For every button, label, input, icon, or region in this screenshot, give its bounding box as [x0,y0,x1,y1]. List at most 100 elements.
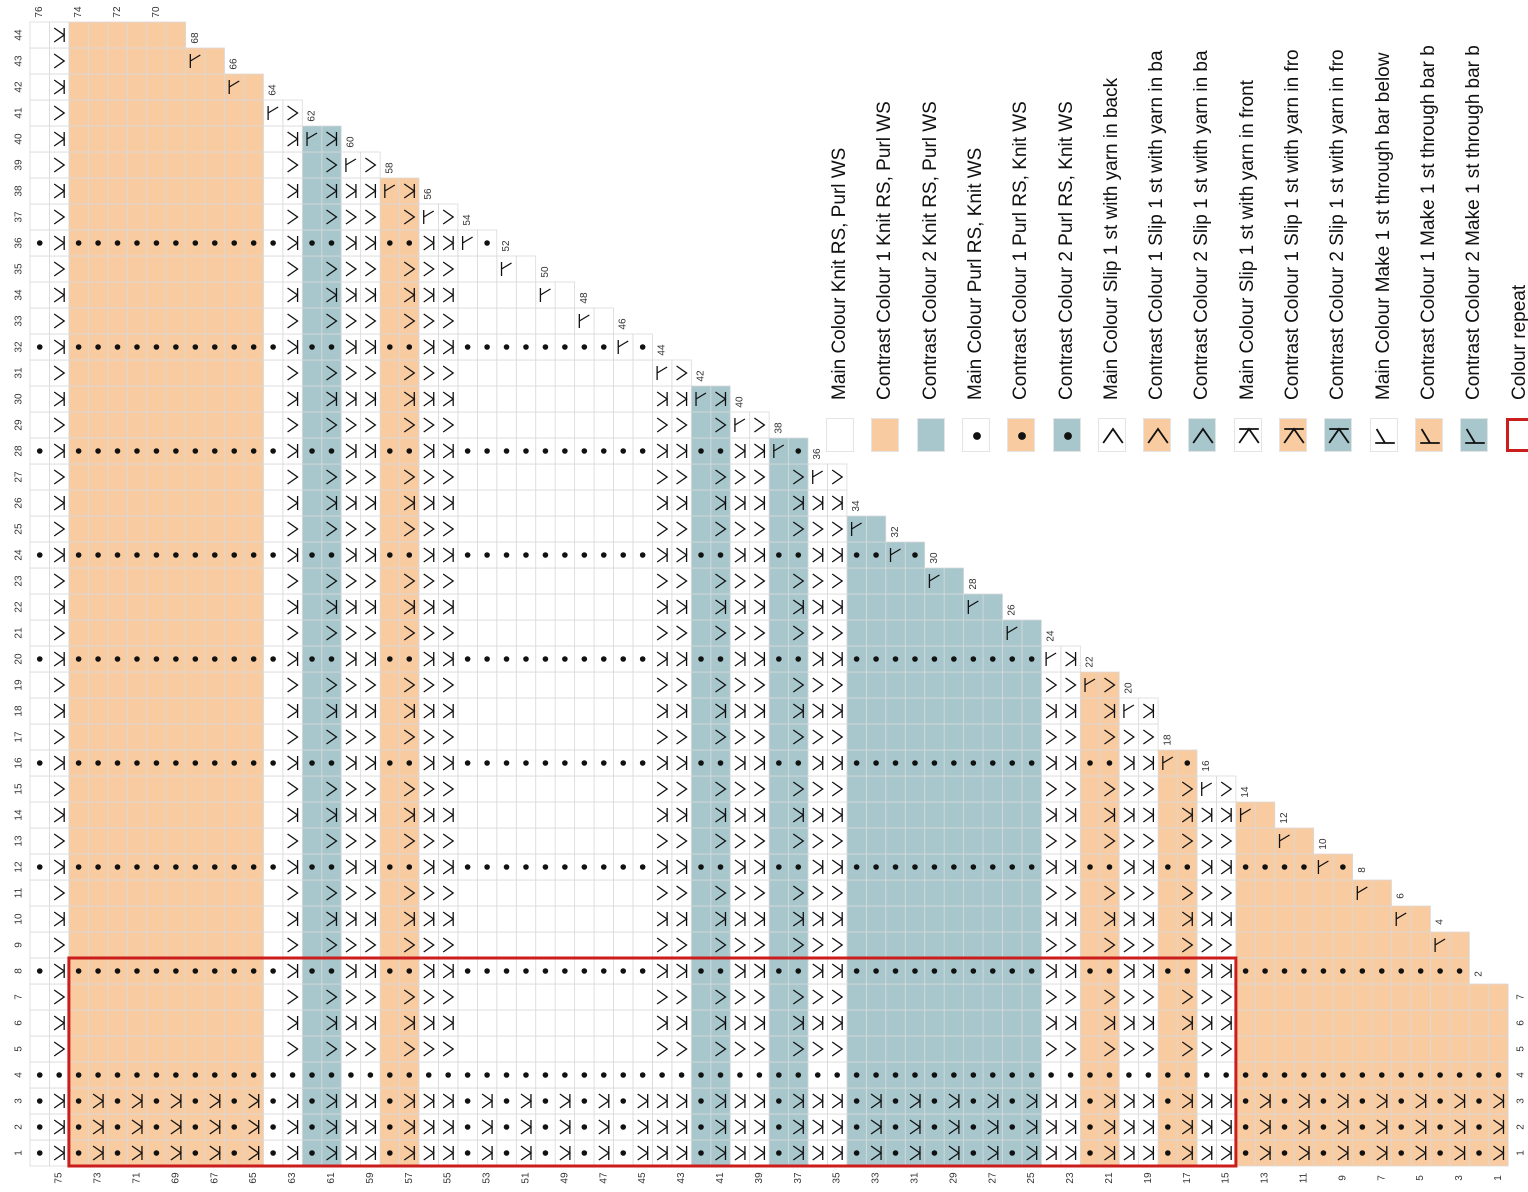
purl-dot [211,448,218,454]
purl-dot [95,240,101,246]
chart-cell [652,541,673,569]
chart-cell [671,619,692,647]
purl-dot [639,968,646,974]
chart-cell [185,671,206,699]
chart-cell [360,437,381,465]
chart-cell [924,983,945,1011]
slip-back-symbol [831,1041,844,1057]
purl-dot [114,1072,121,1078]
slip-front-symbol [812,1093,824,1109]
chart-cell [1021,931,1042,959]
chart-cell [885,905,906,933]
chart-cell [360,671,381,699]
chart-cell [243,515,264,543]
chart-cell [749,1139,770,1167]
purl-dot [153,552,160,558]
chart-cell [690,1035,712,1063]
purl-dot [698,448,704,454]
chart-cell [87,281,109,309]
chart-cell [1332,879,1354,907]
slip-front-symbol [1123,911,1136,927]
chart-cell [807,853,828,881]
purl-dot [484,448,490,454]
chart-cell [1177,879,1198,907]
row-number: 37 [14,211,25,223]
slip-back-symbol [792,885,805,901]
slip-front-symbol [656,1145,669,1161]
make-glyph [1420,428,1440,444]
slip-back-symbol [656,521,669,537]
chart-cell [827,749,848,777]
chart-cell [710,593,731,621]
chart-cell [282,229,303,257]
chart-cell [1352,905,1373,933]
chart-cell [301,489,323,517]
slip-front-symbol [345,703,358,719]
chart-cell [1391,905,1412,933]
chart-cell [243,307,264,335]
chart-cell [457,801,478,829]
chart-cell [1118,1087,1140,1115]
chart-cell [126,905,148,933]
chart-cell [165,1087,186,1115]
slip-front-symbol [948,1145,961,1161]
slip-back-symbol [1065,1041,1077,1057]
purl-dot [951,656,957,662]
chart-cell [146,359,167,387]
chart-cell [185,125,206,153]
stitch-number: 61 [326,1172,337,1184]
slip-back-symbol [792,521,805,537]
chart-cell [87,723,109,751]
slip-front-symbol [656,1093,669,1109]
purl-dot [1281,1098,1288,1104]
slip-front-symbol [1259,1119,1272,1135]
chart-cell [399,203,420,231]
make-icon [1374,428,1395,444]
chart-cell [29,619,50,647]
slip-front-symbol [442,235,455,251]
chart-cell [768,931,789,959]
chart-cell [943,801,965,829]
slip-back-symbol [326,209,338,225]
chart-cell [593,307,614,335]
chart-cell [729,957,751,985]
chart-cell [107,593,128,621]
purl-dot [717,864,724,870]
slip-front-symbol [365,391,377,407]
chart-cell [107,307,128,335]
stitch-number: 26 [1007,604,1018,616]
purl-dot [989,1072,996,1078]
purl-dot [114,552,121,558]
chart-cell [438,957,459,985]
chart-cell [535,931,556,959]
slip-front-symbol [53,599,66,615]
purl-dot [1009,656,1016,662]
chart-cell [827,541,848,569]
chart-cell [807,463,828,491]
purl-dot [1242,968,1249,974]
chart-cell [49,541,70,569]
purl-dot [231,344,238,350]
chart-cell [1371,1113,1392,1141]
chart-cell [185,463,206,491]
chart-cell [476,1009,498,1037]
chart-cell [593,1009,614,1037]
chart-cell [29,47,50,75]
chart-cell [652,593,673,621]
chart-cell [1060,957,1081,985]
purl-dot [970,1150,977,1156]
chart-cell [1177,905,1198,933]
chart-cell [554,775,576,803]
chart-cell [593,931,614,959]
chart-cell [982,905,1003,933]
row-number: 20 [14,653,25,665]
chart-cell [49,1139,70,1167]
chart-cell [632,489,653,517]
chart-cell [360,645,381,673]
slip-back-symbol [326,261,338,277]
chart-cell [243,151,264,179]
purl-dot [309,552,315,558]
chart-cell [963,931,984,959]
chart-cell [399,1113,420,1141]
slip-front-symbol [656,547,669,563]
